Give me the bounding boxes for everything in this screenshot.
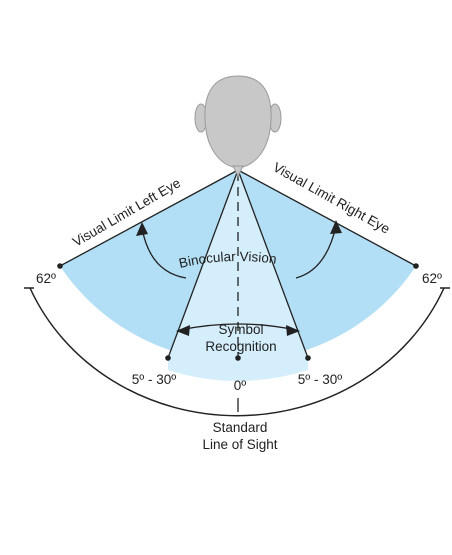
symbol-left-dot — [165, 355, 171, 361]
symbol-arrowhead-left — [176, 325, 190, 336]
head-icon — [194, 75, 282, 178]
symbol-right-line — [237, 169, 309, 359]
symbol-recognition-field — [168, 170, 308, 381]
binocular-arrow-arc-right — [295, 225, 337, 279]
left-limit-line — [59, 169, 239, 267]
symbol-label-line2: Recognition — [205, 339, 276, 354]
sight-label-line1: Standard — [213, 420, 268, 435]
right-limit-line — [237, 169, 417, 267]
binocular-arrow-arc — [141, 227, 187, 279]
symbol-left-line — [167, 169, 239, 359]
left-symbol-range-label: 5º - 30º — [132, 372, 176, 387]
center-dot — [235, 355, 241, 361]
right-limit-dot — [413, 263, 419, 269]
right-symbol-range-label: 5º - 30º — [298, 372, 342, 387]
binocular-arrowhead-right — [330, 220, 342, 234]
symbol-arrow — [179, 323, 297, 331]
center-angle-label: 0º — [234, 378, 247, 393]
left-limit-dot — [57, 263, 63, 269]
symbol-arrowhead-right — [286, 325, 300, 336]
symbol-label-line1: Symbol — [218, 322, 263, 337]
left-angle-label: 62º — [36, 271, 56, 286]
symbol-right-dot — [305, 355, 311, 361]
right-angle-label: 62º — [422, 271, 442, 286]
binocular-arrowhead-left — [136, 222, 148, 236]
outer-arc — [29, 287, 445, 417]
sight-label-line2: Line of Sight — [202, 437, 277, 452]
